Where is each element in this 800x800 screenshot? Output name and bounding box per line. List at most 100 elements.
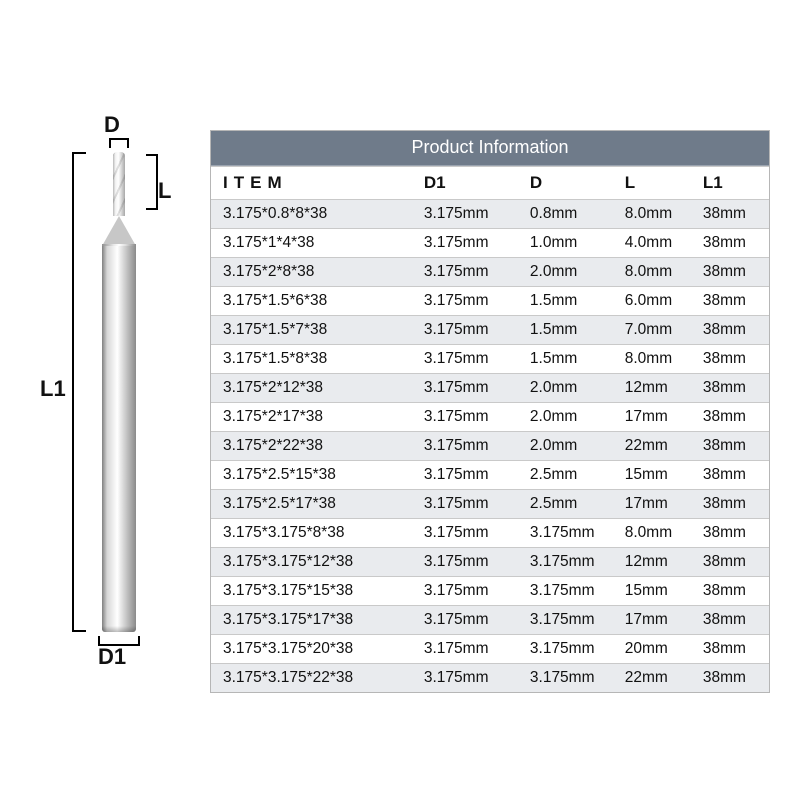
cell-item: 3.175*3.175*15*38 <box>211 577 412 606</box>
cell-d1: 3.175mm <box>412 287 518 316</box>
cell-d: 2.0mm <box>518 403 613 432</box>
cell-d1: 3.175mm <box>412 548 518 577</box>
cell-d: 0.8mm <box>518 200 613 229</box>
cell-d1: 3.175mm <box>412 258 518 287</box>
cell-l1: 38mm <box>691 577 769 606</box>
cell-item: 3.175*0.8*8*38 <box>211 200 412 229</box>
cell-item: 3.175*3.175*12*38 <box>211 548 412 577</box>
cell-d: 2.5mm <box>518 490 613 519</box>
cell-l: 7.0mm <box>613 316 691 345</box>
cell-item: 3.175*2*8*38 <box>211 258 412 287</box>
cell-l: 20mm <box>613 635 691 664</box>
cell-d1: 3.175mm <box>412 577 518 606</box>
bracket-l <box>144 154 158 210</box>
cell-l: 22mm <box>613 432 691 461</box>
col-l1: L1 <box>691 167 769 200</box>
bracket-l1 <box>72 152 88 632</box>
cell-item: 3.175*3.175*22*38 <box>211 664 412 693</box>
table-row: 3.175*1.5*7*383.175mm1.5mm7.0mm38mm <box>211 316 769 345</box>
table-row: 3.175*2*8*383.175mm2.0mm8.0mm38mm <box>211 258 769 287</box>
cell-l1: 38mm <box>691 403 769 432</box>
cell-d1: 3.175mm <box>412 635 518 664</box>
cell-d1: 3.175mm <box>412 461 518 490</box>
cell-l: 8.0mm <box>613 345 691 374</box>
cell-l1: 38mm <box>691 664 769 693</box>
table-row: 3.175*2*22*383.175mm2.0mm22mm38mm <box>211 432 769 461</box>
cell-item: 3.175*3.175*8*38 <box>211 519 412 548</box>
cell-l1: 38mm <box>691 200 769 229</box>
cell-l: 17mm <box>613 490 691 519</box>
cell-l1: 38mm <box>691 606 769 635</box>
table-row: 3.175*1.5*8*383.175mm1.5mm8.0mm38mm <box>211 345 769 374</box>
col-l: L <box>613 167 691 200</box>
cell-l: 4.0mm <box>613 229 691 258</box>
cell-d1: 3.175mm <box>412 664 518 693</box>
table-row: 3.175*1*4*383.175mm1.0mm4.0mm38mm <box>211 229 769 258</box>
cell-d1: 3.175mm <box>412 606 518 635</box>
cell-d: 3.175mm <box>518 664 613 693</box>
spec-table: ITEM D1 D L L1 3.175*0.8*8*383.175mm0.8m… <box>211 166 769 692</box>
cell-d1: 3.175mm <box>412 200 518 229</box>
bit-illustration <box>102 152 136 632</box>
table-row: 3.175*3.175*22*383.175mm3.175mm22mm38mm <box>211 664 769 693</box>
cell-item: 3.175*3.175*17*38 <box>211 606 412 635</box>
spec-table-container: Product Information ITEM D1 D L L1 3.175… <box>210 130 770 693</box>
canvas: D L L1 D1 Product Information ITEM D1 D … <box>0 0 800 800</box>
cell-d1: 3.175mm <box>412 432 518 461</box>
table-row: 3.175*2*17*383.175mm2.0mm17mm38mm <box>211 403 769 432</box>
cell-l: 15mm <box>613 577 691 606</box>
cell-l1: 38mm <box>691 229 769 258</box>
cell-item: 3.175*2*22*38 <box>211 432 412 461</box>
table-row: 3.175*3.175*8*383.175mm3.175mm8.0mm38mm <box>211 519 769 548</box>
cell-d: 2.0mm <box>518 374 613 403</box>
dim-label-l1: L1 <box>40 376 66 402</box>
table-row: 3.175*3.175*12*383.175mm3.175mm12mm38mm <box>211 548 769 577</box>
cell-l1: 38mm <box>691 490 769 519</box>
cell-item: 3.175*2.5*15*38 <box>211 461 412 490</box>
cell-l1: 38mm <box>691 519 769 548</box>
cell-d1: 3.175mm <box>412 316 518 345</box>
cell-l1: 38mm <box>691 345 769 374</box>
cell-d1: 3.175mm <box>412 519 518 548</box>
cell-d: 3.175mm <box>518 635 613 664</box>
cell-item: 3.175*1.5*7*38 <box>211 316 412 345</box>
cell-l: 8.0mm <box>613 258 691 287</box>
cell-d1: 3.175mm <box>412 490 518 519</box>
bracket-d <box>100 138 138 148</box>
cell-d: 2.0mm <box>518 258 613 287</box>
table-title: Product Information <box>211 131 769 166</box>
cell-l1: 38mm <box>691 635 769 664</box>
cell-d: 2.5mm <box>518 461 613 490</box>
dim-label-l: L <box>158 178 171 204</box>
cell-d1: 3.175mm <box>412 374 518 403</box>
table-row: 3.175*3.175*17*383.175mm3.175mm17mm38mm <box>211 606 769 635</box>
cell-d: 1.5mm <box>518 287 613 316</box>
cell-l1: 38mm <box>691 374 769 403</box>
cell-item: 3.175*1*4*38 <box>211 229 412 258</box>
table-row: 3.175*2.5*15*383.175mm2.5mm15mm38mm <box>211 461 769 490</box>
cell-l: 15mm <box>613 461 691 490</box>
cell-l: 17mm <box>613 403 691 432</box>
cell-item: 3.175*1.5*8*38 <box>211 345 412 374</box>
bit-taper <box>102 216 136 246</box>
cell-d: 1.5mm <box>518 316 613 345</box>
cell-d: 3.175mm <box>518 519 613 548</box>
cell-l1: 38mm <box>691 548 769 577</box>
cell-item: 3.175*1.5*6*38 <box>211 287 412 316</box>
col-d1: D1 <box>412 167 518 200</box>
cell-d1: 3.175mm <box>412 403 518 432</box>
cell-l1: 38mm <box>691 316 769 345</box>
cell-d: 3.175mm <box>518 577 613 606</box>
cell-d1: 3.175mm <box>412 345 518 374</box>
table-row: 3.175*2.5*17*383.175mm2.5mm17mm38mm <box>211 490 769 519</box>
col-d: D <box>518 167 613 200</box>
cell-d: 3.175mm <box>518 606 613 635</box>
cell-l: 6.0mm <box>613 287 691 316</box>
cell-item: 3.175*2.5*17*38 <box>211 490 412 519</box>
cell-l: 8.0mm <box>613 200 691 229</box>
cell-l1: 38mm <box>691 287 769 316</box>
col-item: ITEM <box>211 167 412 200</box>
bit-diagram: D L L1 D1 <box>40 140 190 670</box>
cell-d: 1.0mm <box>518 229 613 258</box>
cell-d: 3.175mm <box>518 548 613 577</box>
